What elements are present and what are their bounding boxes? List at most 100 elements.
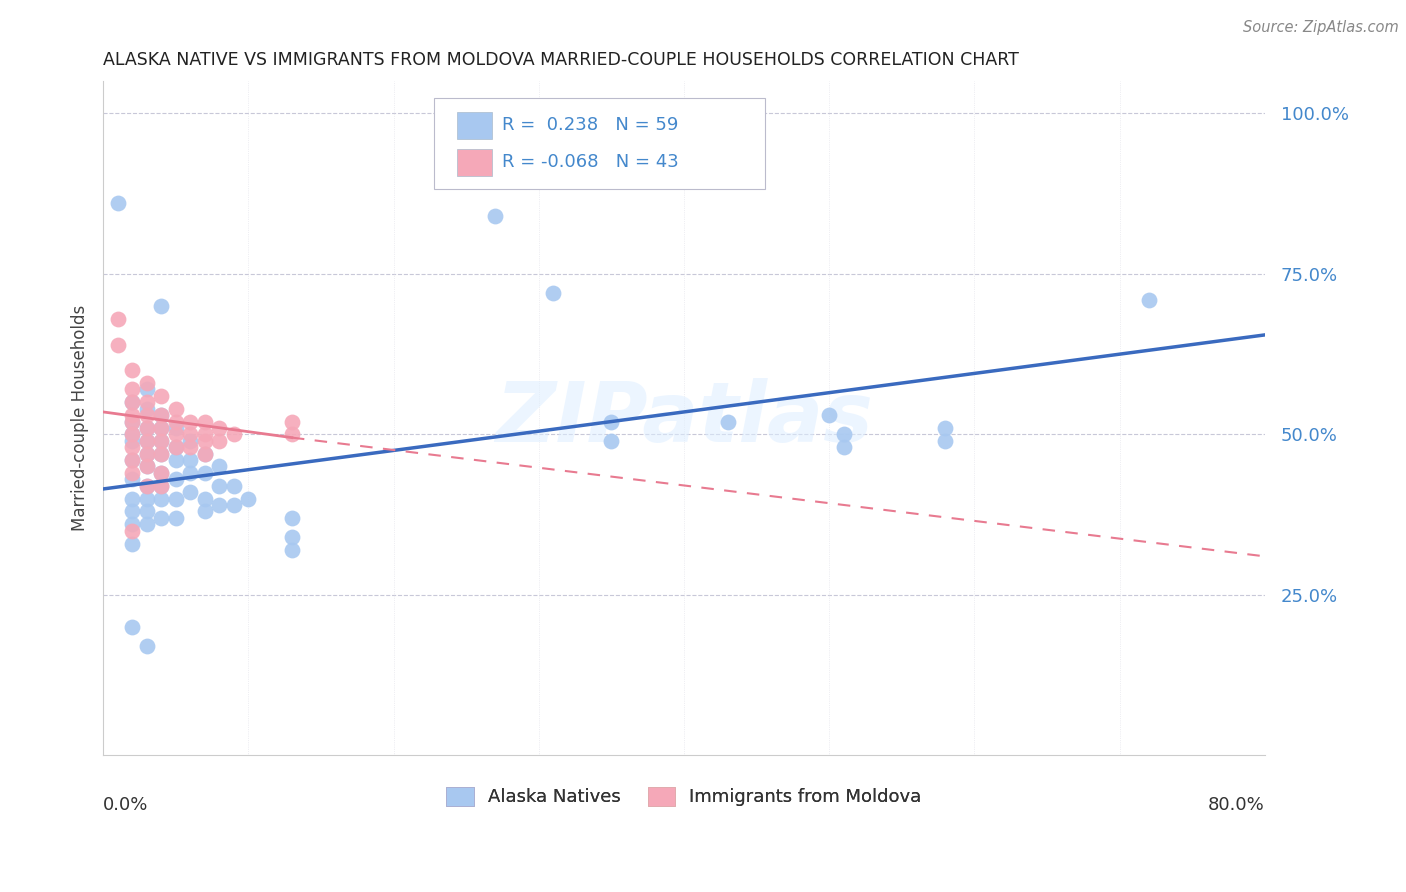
Point <box>135 459 157 474</box>
Point <box>135 504 157 518</box>
Point <box>179 453 201 467</box>
Point <box>135 408 157 422</box>
Point <box>165 401 187 416</box>
Point <box>194 427 217 442</box>
Point <box>121 453 143 467</box>
Point <box>600 434 623 448</box>
Point <box>121 395 143 409</box>
Point <box>179 434 201 448</box>
Point <box>135 447 157 461</box>
Point <box>135 447 157 461</box>
Point <box>179 427 201 442</box>
Point <box>150 389 173 403</box>
Point <box>135 459 157 474</box>
Point <box>194 415 217 429</box>
Point <box>121 395 143 409</box>
Point <box>121 383 143 397</box>
Point <box>934 421 956 435</box>
Point <box>107 311 129 326</box>
Point <box>222 498 245 512</box>
FancyBboxPatch shape <box>434 98 765 189</box>
Point <box>165 453 187 467</box>
Point <box>121 415 143 429</box>
Point <box>194 447 217 461</box>
Point <box>832 440 855 454</box>
Point <box>281 543 304 558</box>
Point <box>832 427 855 442</box>
FancyBboxPatch shape <box>457 149 492 176</box>
Point <box>135 383 157 397</box>
Point <box>281 415 304 429</box>
Point <box>135 479 157 493</box>
Text: ALASKA NATIVE VS IMMIGRANTS FROM MOLDOVA MARRIED-COUPLE HOUSEHOLDS CORRELATION C: ALASKA NATIVE VS IMMIGRANTS FROM MOLDOVA… <box>103 51 1019 69</box>
Point <box>179 466 201 480</box>
Point <box>150 479 173 493</box>
Point <box>150 511 173 525</box>
Point <box>121 517 143 532</box>
Text: 0.0%: 0.0% <box>103 796 149 814</box>
Point <box>179 415 201 429</box>
Point <box>934 434 956 448</box>
Point <box>121 440 143 454</box>
Point <box>165 415 187 429</box>
Point <box>121 415 143 429</box>
Point <box>238 491 260 506</box>
Point <box>165 511 187 525</box>
Point <box>135 639 157 653</box>
Point <box>150 466 173 480</box>
Point <box>208 421 231 435</box>
Point <box>179 440 201 454</box>
Legend: Alaska Natives, Immigrants from Moldova: Alaska Natives, Immigrants from Moldova <box>439 780 929 814</box>
Point <box>135 395 157 409</box>
Point <box>281 511 304 525</box>
Point <box>135 479 157 493</box>
Point <box>150 408 173 422</box>
Point <box>150 408 173 422</box>
Text: 80.0%: 80.0% <box>1208 796 1265 814</box>
Point <box>135 401 157 416</box>
Point <box>600 415 623 429</box>
Text: R =  0.238   N = 59: R = 0.238 N = 59 <box>502 116 678 134</box>
Point <box>150 299 173 313</box>
Point <box>135 434 157 448</box>
Point <box>165 491 187 506</box>
Point <box>543 286 565 301</box>
Point <box>121 524 143 538</box>
Point <box>121 363 143 377</box>
Point <box>165 427 187 442</box>
Point <box>150 434 173 448</box>
Point <box>150 421 173 435</box>
Text: ZIPatlas: ZIPatlas <box>495 378 873 458</box>
Point <box>150 447 173 461</box>
Y-axis label: Married-couple Households: Married-couple Households <box>72 305 89 532</box>
Text: R = -0.068   N = 43: R = -0.068 N = 43 <box>502 153 678 171</box>
Point <box>135 491 157 506</box>
Point <box>150 447 173 461</box>
Point <box>150 491 173 506</box>
Point <box>194 434 217 448</box>
Point <box>484 209 506 223</box>
Point <box>121 408 143 422</box>
Point <box>716 415 738 429</box>
Point <box>179 485 201 500</box>
Point <box>121 466 143 480</box>
Point <box>165 440 187 454</box>
Point <box>208 434 231 448</box>
Point <box>135 421 157 435</box>
Point <box>150 466 173 480</box>
Point <box>194 466 217 480</box>
Point <box>121 434 143 448</box>
Point <box>165 472 187 486</box>
Point <box>107 196 129 211</box>
Point <box>165 440 187 454</box>
Point <box>150 421 173 435</box>
Point <box>222 427 245 442</box>
Point <box>135 434 157 448</box>
FancyBboxPatch shape <box>457 112 492 138</box>
Text: Source: ZipAtlas.com: Source: ZipAtlas.com <box>1243 20 1399 35</box>
Point <box>208 459 231 474</box>
Point <box>222 479 245 493</box>
Point <box>194 504 217 518</box>
Point <box>1137 293 1160 307</box>
Point <box>135 517 157 532</box>
